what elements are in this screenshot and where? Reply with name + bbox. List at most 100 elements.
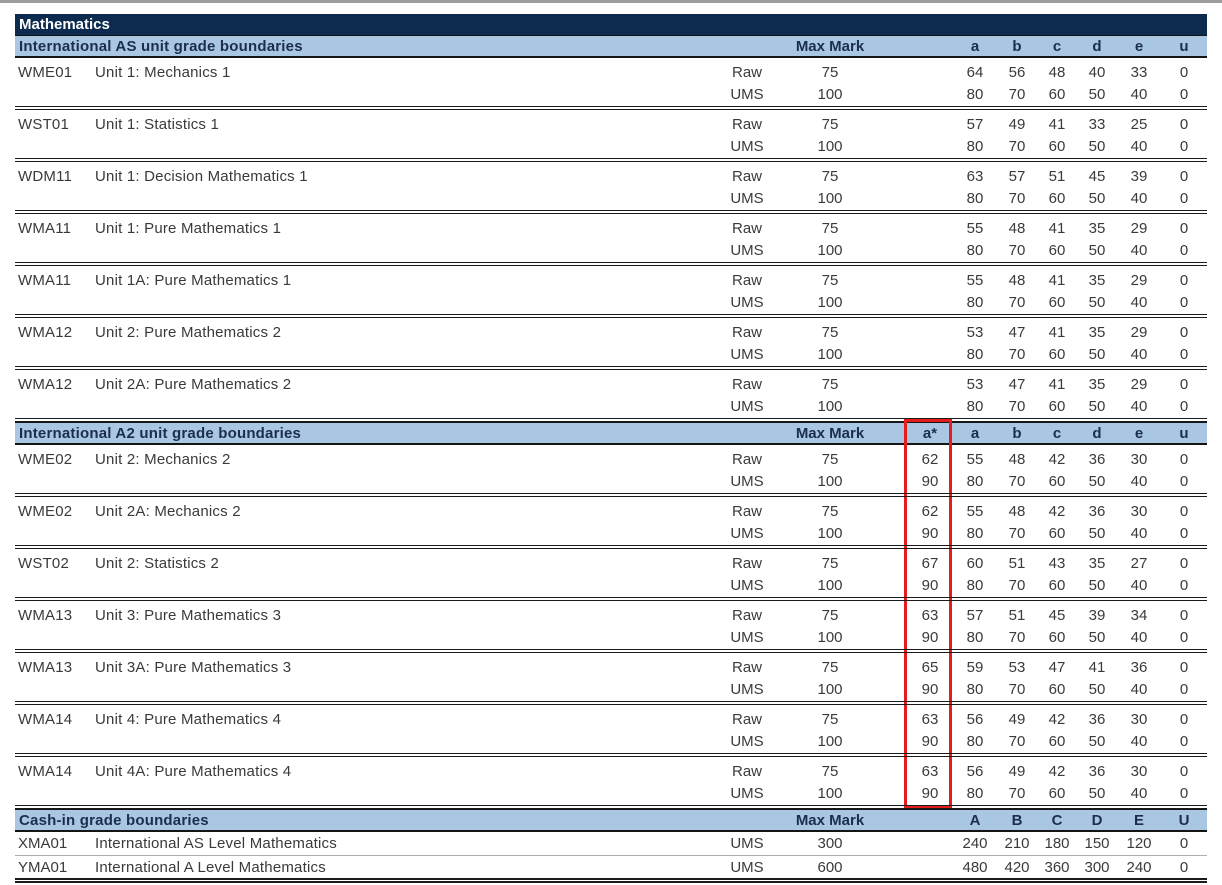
grade-boundary-value: 0	[1179, 86, 1189, 103]
grade-boundary-value: 60	[1048, 86, 1066, 103]
grade-letter: a	[970, 37, 980, 55]
unit-block: WMA11 Unit 1: Pure Mathematics 1 Raw 75 …	[15, 214, 1207, 266]
grade-values: 57 49 41 33 25 0	[878, 114, 1207, 136]
grade-boundary-value: 80	[966, 138, 984, 155]
unit-title: Unit 1: Decision Mathematics 1	[95, 168, 308, 185]
grade-boundary-value: 70	[1008, 346, 1026, 363]
grade-boundary-value: 40	[1130, 785, 1148, 802]
grade-boundary-value: 50	[1088, 398, 1106, 415]
unit-title: Unit 3A: Pure Mathematics 3	[95, 659, 292, 676]
page-top-rule	[0, 0, 1222, 3]
unit-code: WMA13	[18, 659, 73, 676]
grade-boundary-value: 70	[1008, 138, 1026, 155]
grade-boundary-value: 0	[1179, 398, 1189, 415]
grade-boundary-value: 90	[921, 629, 939, 646]
mark-rows: Raw 75 65 59 53 47 41 36 0 UMS 100	[15, 657, 1207, 701]
grade-boundary-value: 60	[1048, 525, 1066, 542]
unit-title: Unit 2: Statistics 2	[95, 555, 220, 572]
grade-boundary-value: 80	[966, 398, 984, 415]
grade-boundary-value: 70	[1008, 86, 1026, 103]
mark-rows: Raw 75 67 60 51 43 35 27 0 UMS 100	[15, 553, 1207, 597]
max-mark-value: 75	[821, 64, 839, 81]
grade-boundary-value: 57	[966, 607, 984, 624]
max-mark-value: 100	[817, 733, 843, 750]
grade-boundary-value: 0	[1179, 681, 1189, 698]
unit-block: WMA11 Unit 1A: Pure Mathematics 1 Raw 75…	[15, 266, 1207, 318]
grade-boundary-value: 60	[1048, 242, 1066, 259]
unit-title: Unit 2A: Pure Mathematics 2	[95, 376, 292, 393]
grade-boundary-value: 48	[1048, 64, 1066, 81]
mark-rows: Raw 75 63 56 49 42 36 30 0 UMS 100	[15, 761, 1207, 805]
grade-boundary-value: 300	[1084, 859, 1110, 876]
max-mark-value: 100	[817, 190, 843, 207]
grade-boundary-value: 70	[1008, 525, 1026, 542]
max-mark-value: 100	[817, 525, 843, 542]
grade-boundary-value: 47	[1008, 324, 1026, 341]
grade-boundary-value: 70	[1008, 190, 1026, 207]
grade-boundary-value: 210	[1004, 835, 1030, 852]
grade-boundary-value: 60	[1048, 577, 1066, 594]
grade-boundary-value: 0	[1179, 577, 1189, 594]
grade-boundary-value: 51	[1048, 168, 1066, 185]
grade-boundary-value: 80	[966, 525, 984, 542]
grade-values: 63 57 51 45 39 0	[878, 166, 1207, 188]
grade-boundary-value: 40	[1130, 398, 1148, 415]
grade-boundary-value: 36	[1088, 763, 1106, 780]
unit-id: WST01 Unit 1: Statistics 1	[15, 114, 219, 136]
grade-values: 80 70 60 50 40 0	[878, 344, 1207, 366]
grade-boundary-value: 50	[1088, 629, 1106, 646]
grade-values: 90 80 70 60 50 40 0	[878, 523, 1207, 545]
grade-letter: d	[1092, 37, 1102, 55]
grade-boundary-value: 41	[1048, 376, 1066, 393]
grade-boundary-value: 90	[921, 525, 939, 542]
grade-boundary-value: 70	[1008, 242, 1026, 259]
grade-boundary-value: 80	[966, 473, 984, 490]
grade-boundary-value: 50	[1088, 525, 1106, 542]
section-title: Cash-in grade boundaries	[19, 811, 209, 829]
mark-type-label: UMS	[730, 294, 764, 311]
grade-boundary-value: 45	[1048, 607, 1066, 624]
grade-boundary-value: 60	[1048, 785, 1066, 802]
max-mark-value: 100	[817, 138, 843, 155]
grade-values: 90 80 70 60 50 40 0	[878, 627, 1207, 649]
grade-boundary-value: 36	[1130, 659, 1148, 676]
grade-boundary-value: 0	[1179, 376, 1189, 393]
grade-boundary-value: 48	[1008, 451, 1026, 468]
grade-boundary-value: 39	[1130, 168, 1148, 185]
grade-boundary-value: 50	[1088, 733, 1106, 750]
mark-row: UMS 100 80 70 60 50 40 0	[15, 84, 1207, 106]
grade-boundary-value: 53	[966, 324, 984, 341]
grade-boundary-value: 70	[1008, 785, 1026, 802]
mark-type-label: UMS	[730, 577, 764, 594]
unit-code: WMA11	[18, 220, 72, 237]
mark-row: UMS 100 90 80 70 60 50 40 0	[15, 471, 1207, 493]
grade-boundary-value: 50	[1088, 138, 1106, 155]
grade-boundary-value: 360	[1044, 859, 1070, 876]
grade-boundary-value: 60	[1048, 294, 1066, 311]
mark-row: Raw 75 62 55 48 42 36 30 0	[15, 449, 1207, 471]
grade-boundary-value: 47	[1008, 376, 1026, 393]
grade-boundary-value: 40	[1130, 86, 1148, 103]
max-mark-value: 75	[821, 168, 839, 185]
grade-values: 90 80 70 60 50 40 0	[878, 731, 1207, 753]
mark-type-label: Raw	[731, 711, 762, 728]
mark-type-label: Raw	[731, 659, 762, 676]
grade-boundary-value: 42	[1048, 503, 1066, 520]
unit-block: WMA13 Unit 3: Pure Mathematics 3 Raw 75 …	[15, 601, 1207, 653]
grade-boundary-value: 50	[1088, 577, 1106, 594]
grade-values: 62 55 48 42 36 30 0	[878, 501, 1207, 523]
grade-letter: b	[1012, 37, 1022, 55]
grade-boundary-value: 40	[1130, 629, 1148, 646]
mark-type-label: UMS	[730, 525, 764, 542]
mark-row: UMS 100 90 80 70 60 50 40 0	[15, 783, 1207, 805]
grade-boundary-value: 480	[962, 859, 988, 876]
mark-row: Raw 75 53 47 41 35 29 0	[15, 322, 1207, 344]
max-mark-value: 100	[817, 242, 843, 259]
unit-block: WST01 Unit 1: Statistics 1 Raw 75 57 49 41…	[15, 110, 1207, 162]
grade-boundary-value: 90	[921, 577, 939, 594]
grade-boundary-value: 70	[1008, 629, 1026, 646]
grade-letter: a*	[922, 424, 938, 442]
grade-boundary-value: 0	[1179, 659, 1189, 676]
mark-row: Raw 75 55 48 41 35 29 0	[15, 218, 1207, 240]
mark-type-label: Raw	[731, 607, 762, 624]
